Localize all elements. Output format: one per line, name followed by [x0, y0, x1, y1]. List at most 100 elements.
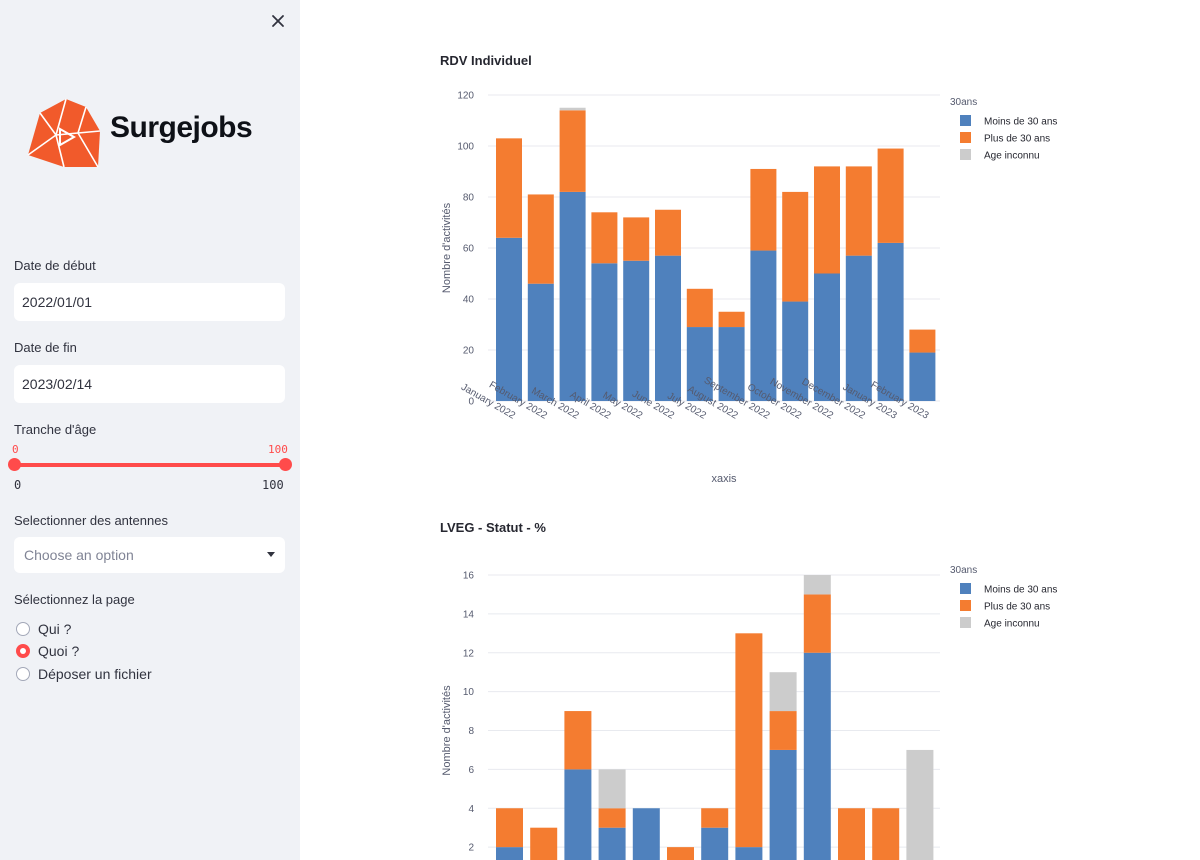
bar-segment [814, 273, 840, 401]
legend-label: Moins de 30 ans [984, 585, 1057, 596]
bar-segment [769, 749, 797, 860]
bar-segment [496, 138, 522, 238]
chart-title: LVEG - Statut - % [440, 520, 546, 535]
antennas-placeholder: Choose an option [24, 547, 134, 563]
bar-segment [686, 288, 713, 328]
radio-button[interactable] [16, 667, 30, 681]
y-tick-label: 16 [463, 571, 475, 582]
chart-title: RDV Individuel [440, 53, 532, 68]
slider-low-value: 0 [12, 443, 19, 456]
radio-option-deposer[interactable]: Déposer un fichier [16, 664, 152, 684]
bar-segment [701, 827, 729, 860]
age-slider-low-handle[interactable] [8, 458, 21, 471]
bar-segment [559, 107, 586, 111]
chevron-down-icon[interactable] [267, 552, 275, 557]
radio-label: Déposer un fichier [38, 666, 152, 682]
slider-min-label: 0 [14, 478, 22, 492]
bar-segment [701, 808, 729, 828]
legend-swatch [960, 115, 971, 126]
close-sidebar-button[interactable] [268, 10, 288, 32]
legend-swatch [960, 132, 971, 143]
bar-segment [496, 237, 522, 401]
bar-segment [527, 194, 554, 284]
y-tick-label: 120 [457, 91, 474, 102]
legend-title: 30ans [950, 565, 977, 576]
bar-segment [872, 808, 900, 860]
age-range-label: Tranche d'âge [14, 422, 97, 437]
bar-segment [782, 301, 809, 401]
bar-segment [598, 808, 626, 828]
y-tick-label: 8 [468, 726, 474, 737]
bar-segment [564, 711, 592, 770]
y-tick-label: 60 [463, 244, 475, 255]
legend-label: Moins de 30 ans [984, 117, 1057, 128]
y-tick-label: 100 [457, 142, 474, 153]
bar-segment [667, 847, 694, 860]
age-slider-high-handle[interactable] [279, 458, 292, 471]
radio-option-qui[interactable]: Qui ? [16, 619, 71, 639]
legend-label: Age inconnu [984, 619, 1040, 630]
y-tick-label: 40 [463, 295, 475, 306]
y-tick-label: 12 [463, 648, 475, 659]
bar-segment [496, 847, 523, 860]
bar-segment [598, 769, 626, 809]
bar-segment [559, 191, 586, 401]
legend-label: Plus de 30 ans [984, 602, 1050, 613]
bar-segment [527, 283, 554, 401]
bar-segment [769, 672, 797, 712]
bar-segment [591, 263, 618, 401]
bar-segment [623, 260, 650, 401]
radio-button-selected[interactable] [16, 644, 30, 658]
y-tick-label: 4 [468, 804, 474, 815]
bar-segment [632, 808, 660, 860]
lveg-statut-chart[interactable]: 2 4 6 8 10 12 14 16 Nombre d'activités 30ans Moins… [430, 555, 1170, 860]
slider-high-value: 100 [268, 443, 288, 456]
bar-segment [530, 827, 558, 860]
y-tick-label: 2 [468, 843, 474, 854]
page-select-label: Sélectionnez la page [14, 592, 135, 607]
bar-segment [598, 827, 626, 860]
radio-button[interactable] [16, 622, 30, 636]
surgejobs-logo-icon [27, 98, 101, 168]
bar-segment [718, 327, 745, 401]
radio-label: Qui ? [38, 621, 72, 637]
legend-title: 30ans [950, 97, 977, 108]
x-axis-label: xaxis [711, 473, 737, 485]
bar-segment [782, 191, 809, 302]
end-date-label: Date de fin [14, 340, 77, 355]
legend-swatch [960, 149, 971, 160]
bar-segment [496, 808, 523, 848]
legend-label: Age inconnu [984, 151, 1040, 162]
bar-segment [845, 255, 872, 401]
bar-segment [718, 311, 745, 328]
legend-swatch [960, 617, 971, 628]
antennas-select[interactable]: Choose an option [14, 537, 285, 573]
start-date-input[interactable]: 2022/01/01 [14, 283, 285, 321]
y-tick-label: 20 [463, 346, 475, 357]
bar-segment [750, 250, 777, 401]
sidebar: Surgejobs Date de début 2022/01/01 Date … [0, 0, 300, 860]
radio-label: Quoi ? [38, 643, 80, 659]
age-range-slider-track[interactable] [14, 463, 285, 467]
close-icon[interactable] [271, 14, 285, 28]
bar-segment [623, 217, 650, 261]
bar-segment [877, 148, 904, 243]
y-tick-label: 10 [463, 687, 475, 698]
bar-segment [769, 711, 797, 750]
legend-swatch [960, 600, 971, 611]
y-tick-label: 0 [468, 397, 474, 408]
bar-segment [906, 749, 934, 860]
y-tick-label: 14 [463, 609, 475, 620]
bar-segment [750, 168, 777, 251]
end-date-input[interactable]: 2023/02/14 [14, 365, 285, 403]
bar-segment [591, 212, 618, 264]
slider-max-label: 100 [262, 478, 284, 492]
bar-segment [803, 652, 831, 860]
radio-option-quoi[interactable]: Quoi ? [16, 641, 79, 661]
start-date-label: Date de début [14, 258, 96, 273]
bar-segment [735, 847, 763, 860]
bar-segment [845, 166, 872, 256]
brand-name: Surgejobs [110, 111, 253, 144]
bar-segment [564, 769, 592, 860]
